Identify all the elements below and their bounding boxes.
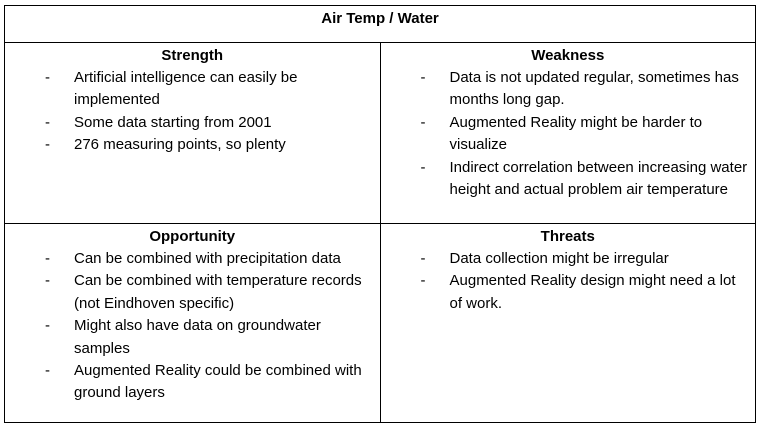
list-item: - Augmented Reality design might need a l… xyxy=(381,270,756,315)
weakness-list: - Data is not updated regular, sometimes … xyxy=(381,67,756,201)
list-item: - 276 measuring points, so plenty xyxy=(5,134,380,156)
list-item: - Augmented Reality could be combined wit… xyxy=(5,360,380,405)
title-row: Air Temp / Water xyxy=(4,5,756,43)
threats-cell: Threats - Data collection might be irregu… xyxy=(379,223,756,423)
list-item: - Augmented Reality might be harder to vi… xyxy=(381,112,756,157)
bullet-dash: - xyxy=(420,272,426,290)
bullet-dash: - xyxy=(45,317,50,335)
strength-cell: Strength - Artificial intelligence can ea… xyxy=(4,42,381,224)
list-item: - Can be combined with precipitation data xyxy=(5,248,380,270)
top-row: Strength - Artificial intelligence can ea… xyxy=(4,42,756,224)
table-title-cell: Air Temp / Water xyxy=(4,5,756,43)
weakness-cell: Weakness - Data is not updated regular, s… xyxy=(379,42,756,224)
bullet-dash: - xyxy=(420,158,426,176)
list-item: - Indirect correlation between increasing… xyxy=(381,157,756,202)
list-item: - Can be combined with temperature record… xyxy=(5,270,380,315)
list-item: - Some data starting from 2001 xyxy=(5,112,380,134)
bullet-dash: - xyxy=(45,69,50,86)
list-item-text: Data collection might be irregular xyxy=(449,250,669,267)
list-item: - Artificial intelligence can easily be i… xyxy=(5,67,380,112)
bullet-dash: - xyxy=(45,136,50,154)
threats-heading: Threats xyxy=(540,228,595,245)
list-item-text: Augmented Reality design might need a lo… xyxy=(449,272,736,312)
bullet-dash: - xyxy=(45,362,50,380)
opportunity-list: - Can be combined with precipitation data… xyxy=(5,248,380,405)
list-item-text: Can be combined with precipitation data xyxy=(74,250,341,267)
list-item-text: Augmented Reality could be combined with… xyxy=(74,362,362,402)
bullet-dash: - xyxy=(45,250,50,267)
bullet-dash: - xyxy=(45,113,50,131)
opportunity-heading: Opportunity xyxy=(149,228,236,245)
table-title: Air Temp / Water xyxy=(321,9,439,27)
bullet-dash: - xyxy=(420,250,426,267)
threats-list: - Data collection might be irregular - Augm… xyxy=(381,248,756,315)
weakness-heading: Weakness xyxy=(531,47,605,64)
list-item-text: Data is not updated regular, sometimes h… xyxy=(449,69,739,109)
list-item: - Might also have data on groundwater sam… xyxy=(5,315,380,360)
list-item-text: Can be combined with temperature records… xyxy=(74,272,362,312)
bottom-row: Opportunity - Can be combined with precip… xyxy=(4,223,756,423)
bullet-dash: - xyxy=(45,272,50,290)
opportunity-cell: Opportunity - Can be combined with precip… xyxy=(4,223,381,423)
list-item-text: Augmented Reality might be harder to vis… xyxy=(449,113,703,154)
bullet-dash: - xyxy=(420,113,426,131)
list-item-text: 276 measuring points, so plenty xyxy=(74,136,286,154)
list-item: - Data collection might be irregular xyxy=(381,248,756,270)
list-item-text: Some data starting from 2001 xyxy=(74,113,272,131)
list-item-text: Indirect correlation between increasing … xyxy=(449,158,748,199)
bullet-dash: - xyxy=(420,69,426,86)
swot-table: Air Temp / Water Strength - Artificial in… xyxy=(4,5,756,423)
strength-list: - Artificial intelligence can easily be i… xyxy=(5,67,380,157)
strength-heading: Strength xyxy=(161,47,224,64)
list-item: - Data is not updated regular, sometimes … xyxy=(381,67,756,112)
list-item-text: Might also have data on groundwater samp… xyxy=(74,317,321,357)
list-item-text: Artificial intelligence can easily be im… xyxy=(74,69,298,109)
